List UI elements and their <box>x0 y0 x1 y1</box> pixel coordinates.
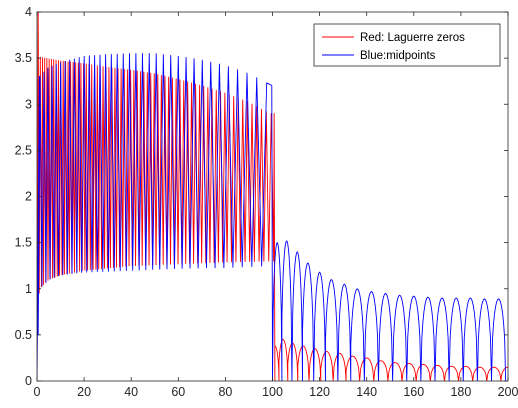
y-tick-label: 1 <box>25 282 32 296</box>
y-tick-label: 2.5 <box>15 143 32 157</box>
legend-label-red: Red: Laguerre zeros <box>360 32 465 44</box>
x-tick-label: 20 <box>77 385 91 399</box>
y-tick-label: 2 <box>25 190 32 204</box>
legend-box <box>313 23 501 67</box>
legend: Red: Laguerre zeros Blue:midpoints <box>313 23 501 67</box>
x-tick-label: 120 <box>309 385 330 399</box>
y-tick-label: 0.5 <box>15 328 32 342</box>
series-line-blue <box>37 53 507 381</box>
ticks-layer: 0 20 40 60 80 100 120 140 160 180 200 0 0.5 1 1.5 2 2.5 3… <box>15 5 518 399</box>
x-tick-label: 140 <box>356 385 377 399</box>
x-tick-label: 0 <box>34 385 41 399</box>
x-tick-label: 60 <box>171 385 185 399</box>
y-tick-label: 0 <box>25 374 32 388</box>
plot-area: 0 20 40 60 80 100 120 140 160 180 200 0 0.5 1 1.5 2 2.5 3… <box>15 5 518 399</box>
y-tick-label: 3 <box>25 97 32 111</box>
x-tick-label: 80 <box>218 385 232 399</box>
series-layer <box>37 12 508 381</box>
x-tick-label: 180 <box>450 385 471 399</box>
x-tick-label: 40 <box>124 385 138 399</box>
x-tick-label: 160 <box>403 385 424 399</box>
y-tick-label: 4 <box>25 5 32 19</box>
y-tick-label: 3.5 <box>15 51 32 65</box>
x-tick-label: 200 <box>498 385 518 399</box>
legend-label-blue: Blue:midpoints <box>360 50 436 62</box>
y-tick-label: 1.5 <box>15 236 32 250</box>
x-tick-label: 100 <box>262 385 283 399</box>
